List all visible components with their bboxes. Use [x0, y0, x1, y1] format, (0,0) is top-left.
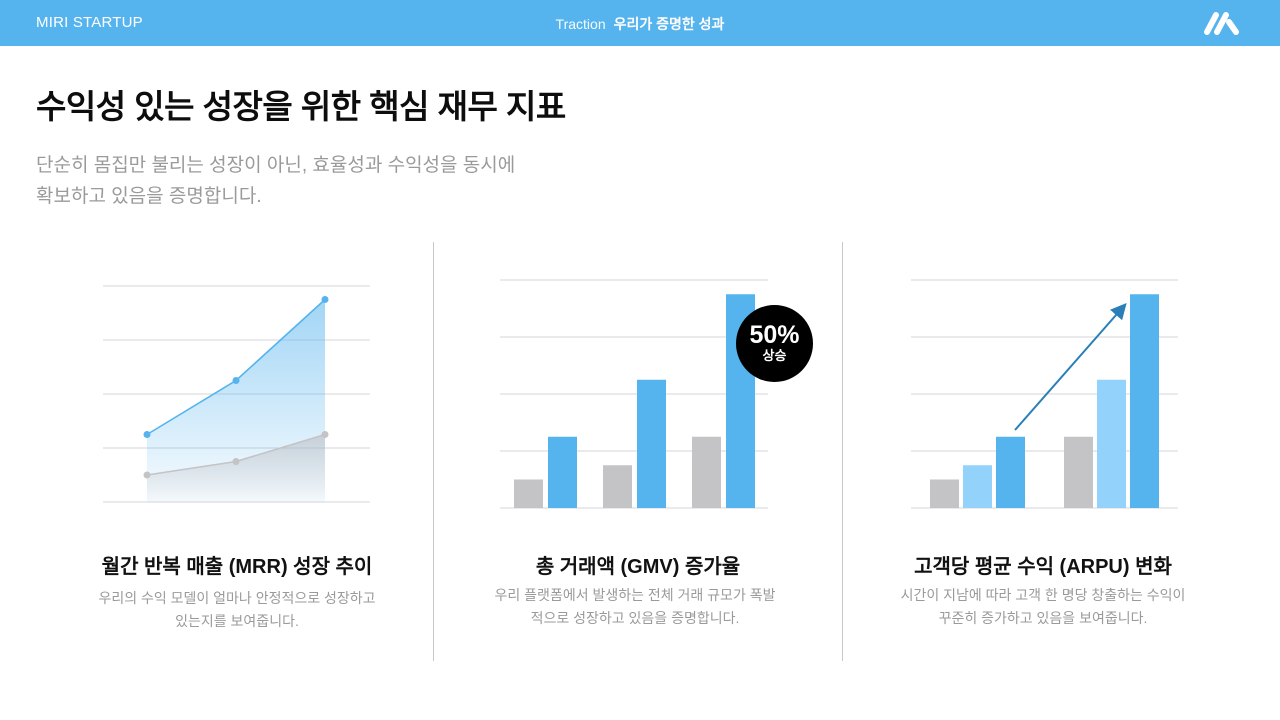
bar — [996, 436, 1025, 508]
card-title-gmv: 총 거래액 (GMV) 증가율 — [535, 556, 741, 578]
column-divider — [842, 242, 843, 661]
bar — [637, 379, 666, 508]
bar — [930, 479, 959, 508]
bar — [603, 465, 632, 508]
top-bar: MIRI STARTUP Traction 우리가 증명한 성과 — [0, 0, 1280, 46]
section-title: 우리가 증명한 성과 — [613, 16, 725, 32]
desc-line: 꾸준히 증가하고 있음을 보여줍니다. — [938, 610, 1148, 626]
desc-line: 우리 플랫폼에서 발생하는 전체 거래 규모가 폭발 — [494, 587, 776, 603]
desc-line: 우리의 수익 모델이 얼마나 안정적으로 성장하고 — [98, 590, 376, 606]
data-point — [321, 431, 329, 438]
card-title-arpu: 고객당 평균 수익 (ARPU) 변화 — [914, 556, 1172, 578]
bar — [963, 465, 992, 508]
bar — [692, 436, 721, 508]
section-breadcrumb: Traction 우리가 증명한 성과 — [0, 14, 1280, 34]
card-desc-arpu: 시간이 지남에 따라 고객 한 명당 창출하는 수익이 꾸준히 증가하고 있음을… — [843, 584, 1243, 630]
section-label: Traction — [555, 16, 606, 32]
badge-value: 50% — [749, 321, 800, 349]
card-desc-gmv: 우리 플랫폼에서 발생하는 전체 거래 규모가 폭발 적으로 성장하고 있음을 … — [435, 584, 835, 630]
data-point — [232, 458, 240, 465]
card-title-mrr: 월간 반복 매출 (MRR) 성장 추이 — [101, 556, 373, 578]
area-fill — [147, 434, 325, 502]
data-point — [143, 471, 151, 479]
badge-label: 상승 — [762, 348, 787, 363]
card-desc-mrr: 우리의 수익 모델이 얼마나 안정적으로 성장하고 있는지를 보여줍니다. — [37, 587, 437, 633]
data-point — [143, 431, 151, 438]
page-subtitle: 단순히 몸집만 불리는 성장이 아닌, 효율성과 수익성을 동시에 확보하고 있… — [36, 150, 596, 212]
desc-line: 있는지를 보여줍니다. — [175, 613, 299, 629]
column-divider — [433, 242, 434, 661]
desc-line: 적으로 성장하고 있음을 증명합니다. — [530, 610, 740, 626]
trend-arrow-icon — [1014, 302, 1127, 431]
subtitle-line: 단순히 몸집만 불리는 성장이 아닌, 효율성과 수익성을 동시에 — [36, 155, 516, 176]
subtitle-line: 확보하고 있음을 증명합니다. — [36, 186, 262, 207]
bar — [548, 436, 577, 508]
data-point — [232, 377, 240, 384]
growth-badge: 50% 상승 — [736, 305, 813, 382]
page-title: 수익성 있는 성장을 위한 핵심 재무 지표 — [36, 88, 566, 125]
data-point — [321, 296, 329, 303]
bar — [1064, 436, 1093, 508]
bar — [1130, 294, 1159, 508]
m-logo-icon — [1204, 12, 1239, 35]
desc-line: 시간이 지남에 따라 고객 한 명당 창출하는 수익이 — [900, 587, 1186, 603]
bar — [514, 479, 543, 508]
bar — [1097, 379, 1126, 508]
brand-name: MIRI STARTUP — [36, 14, 143, 31]
